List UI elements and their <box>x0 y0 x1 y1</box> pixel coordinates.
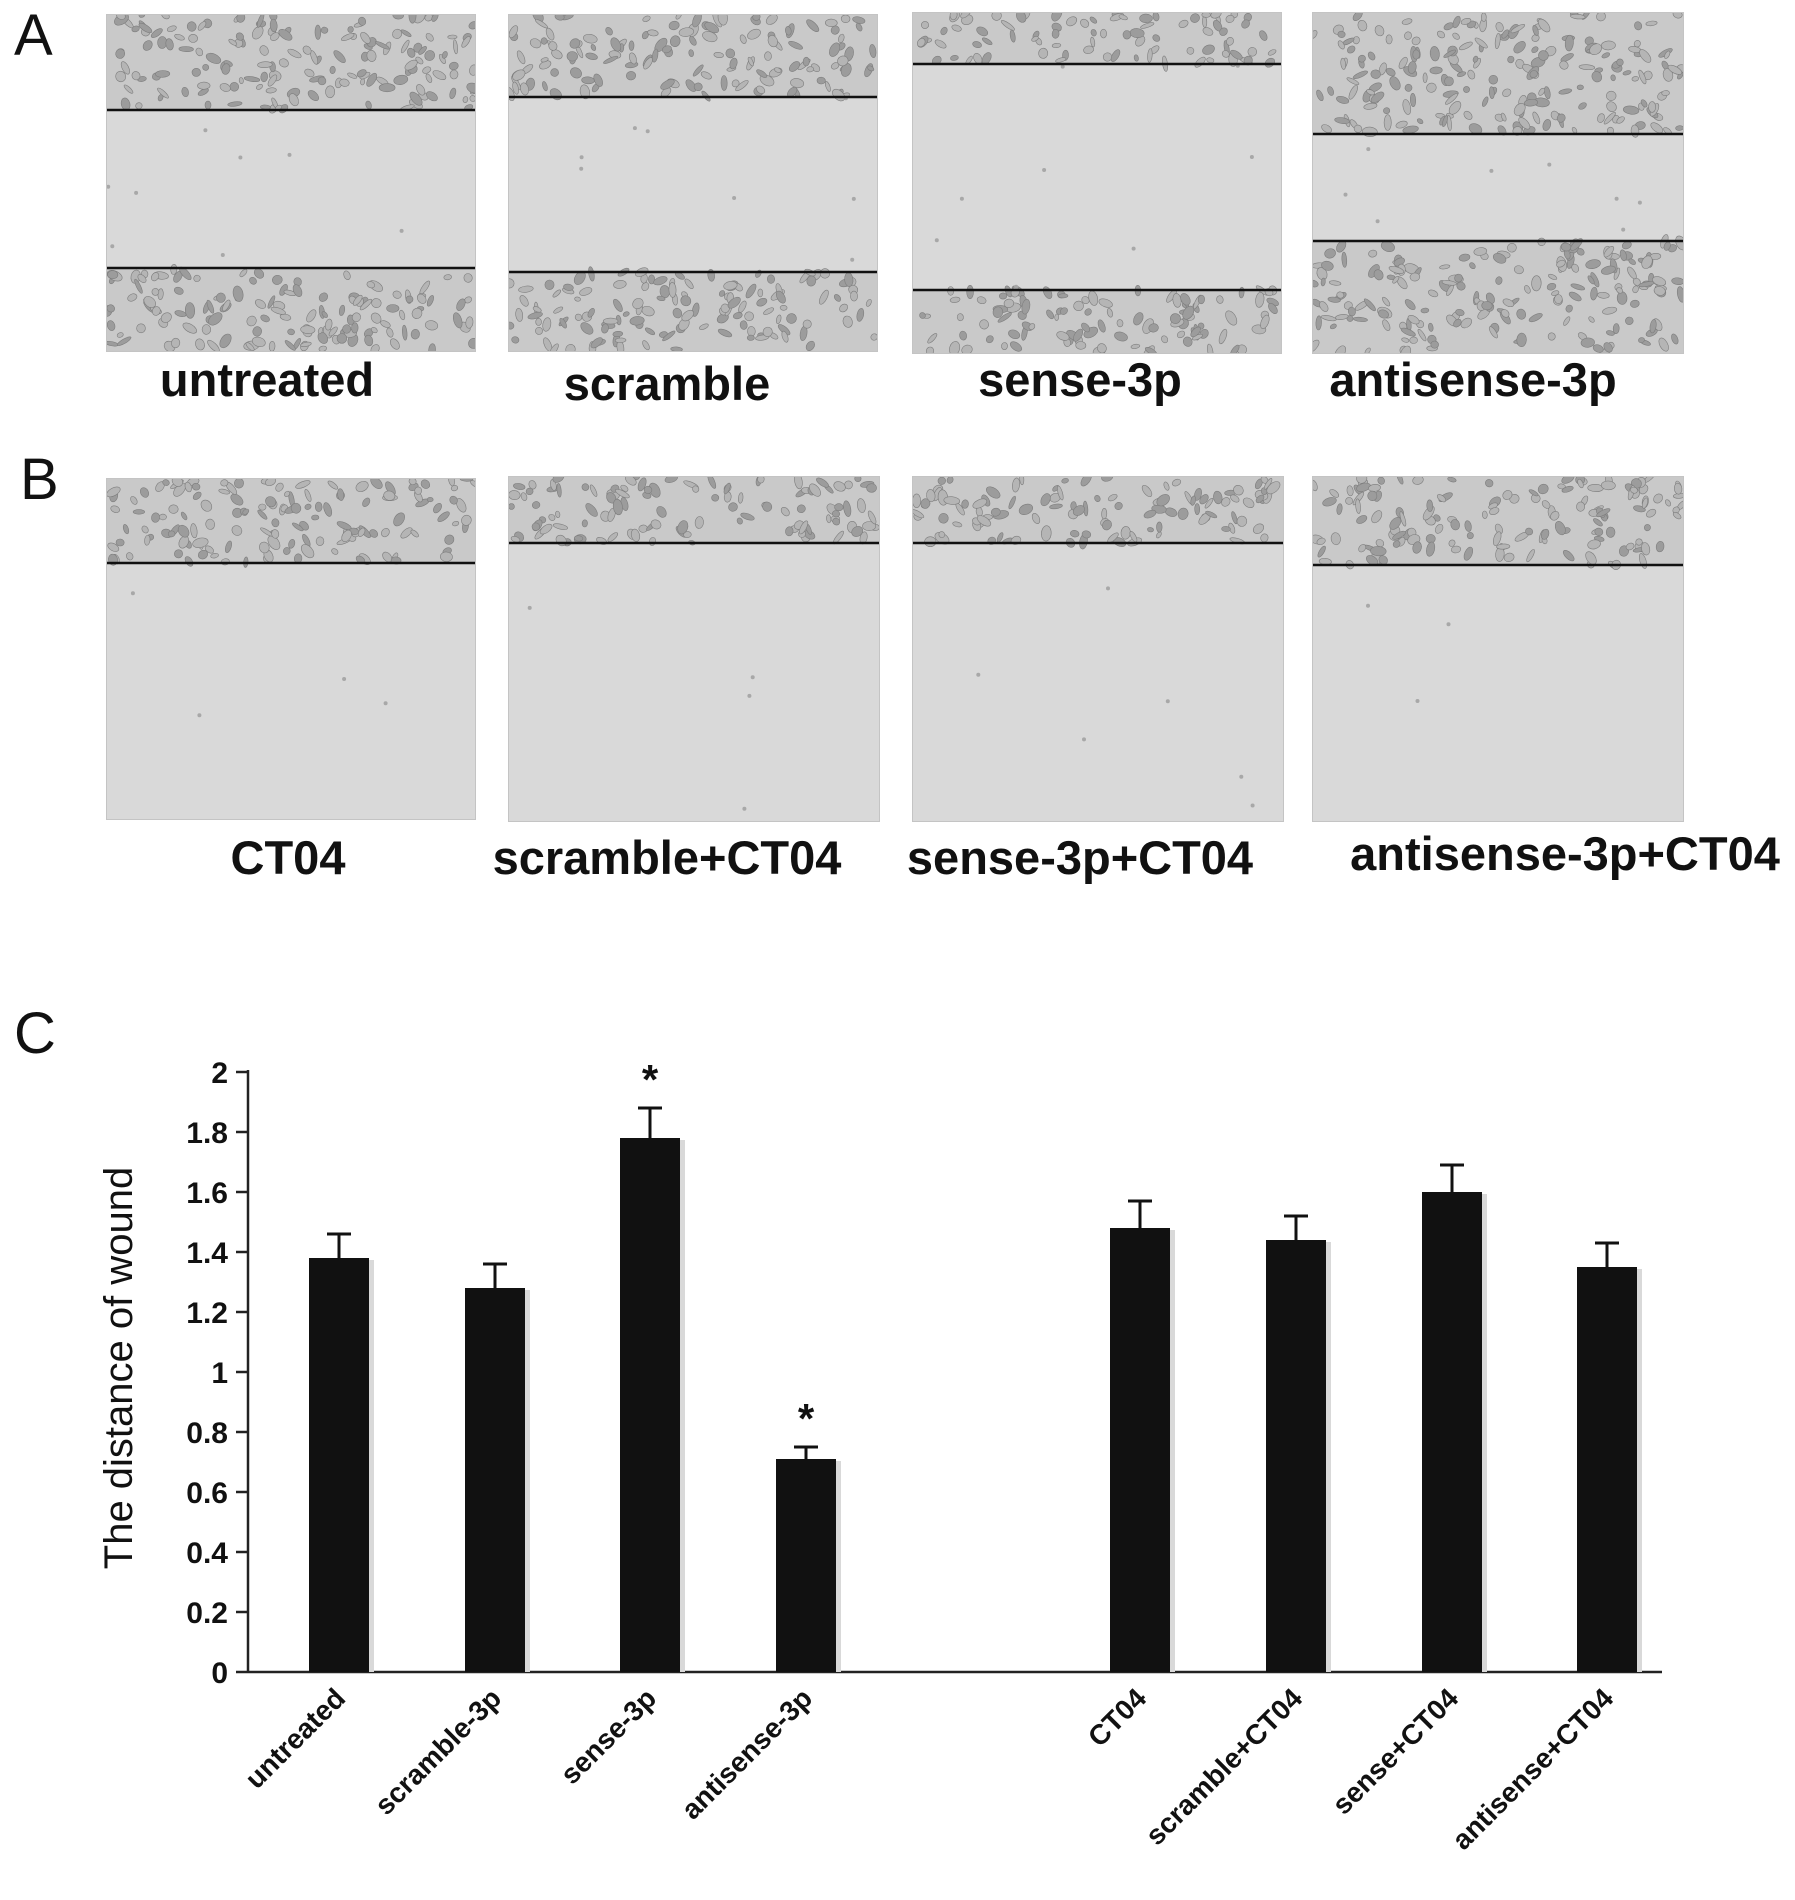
x-tick-label: scramble-3p <box>369 1682 508 1821</box>
x-tick-label: antisense+CT04 <box>1446 1682 1620 1856</box>
bar <box>1110 1228 1170 1672</box>
panel-a-letter: A <box>14 3 53 68</box>
micrograph-sense-3p <box>912 12 1282 354</box>
y-tick-label: 1.8 <box>186 1117 228 1150</box>
caption-sense-3p: sense-3p <box>978 353 1182 406</box>
y-tick-label: 1.4 <box>186 1237 228 1270</box>
caption-sense-3p-ct04: sense-3p+CT04 <box>906 831 1254 884</box>
x-tick-label: sense+CT04 <box>1326 1682 1464 1820</box>
bar <box>776 1459 836 1672</box>
y-tick-label: 0.6 <box>186 1477 228 1510</box>
y-tick-label: 1 <box>211 1357 228 1390</box>
bar <box>1422 1192 1482 1672</box>
y-tick-label: 2 <box>211 1057 228 1090</box>
x-tick-label: CT04 <box>1082 1682 1153 1753</box>
micrograph-untreated <box>106 14 476 352</box>
y-tick-label: 1.6 <box>186 1177 228 1210</box>
bar <box>465 1288 525 1672</box>
significance-marker: * <box>798 1395 815 1442</box>
bar <box>309 1258 369 1672</box>
bar <box>620 1138 680 1672</box>
wound-distance-bar-chart: 0 0.2 0.4 0.6 0.8 1 1.2 1.4 1.6 1.8 2 The distance … <box>97 1056 1662 1856</box>
micrograph-antisense-3p <box>1312 12 1684 354</box>
y-tick-label: 0.4 <box>186 1537 228 1570</box>
caption-ct04: CT04 <box>230 831 346 884</box>
y-tick-label: 0.2 <box>186 1597 228 1630</box>
bar <box>1577 1267 1637 1672</box>
significance-marker: * <box>642 1056 659 1103</box>
caption-antisense-3p-ct04: antisense-3p+CT04 <box>1350 827 1780 880</box>
y-tick-label: 0 <box>211 1657 228 1690</box>
micrograph-scramble <box>508 14 878 352</box>
y-tick-label: 1.2 <box>186 1297 228 1330</box>
panel-b-letter: B <box>20 447 59 512</box>
caption-scramble: scramble <box>563 357 771 410</box>
micrograph-scramble-ct04 <box>508 476 880 822</box>
micrograph-ct04 <box>106 478 476 820</box>
caption-antisense-3p: antisense-3p <box>1329 353 1617 406</box>
y-axis-label: The distance of wound <box>97 1167 141 1569</box>
x-tick-label: untreated <box>239 1682 351 1794</box>
micrograph-antisense-3p-ct04 <box>1312 476 1684 822</box>
x-tick-label: antisense-3p <box>675 1682 818 1825</box>
x-tick-label: scramble+CT04 <box>1139 1682 1308 1851</box>
bar <box>1266 1240 1326 1672</box>
micrograph-sense-3p-ct04 <box>912 476 1284 822</box>
panel-c-letter: C <box>14 1001 56 1066</box>
caption-untreated: untreated <box>159 353 375 406</box>
x-tick-label: sense-3p <box>554 1682 662 1790</box>
caption-scramble-ct04: scramble+CT04 <box>492 831 842 884</box>
y-tick-label: 0.8 <box>186 1417 228 1450</box>
